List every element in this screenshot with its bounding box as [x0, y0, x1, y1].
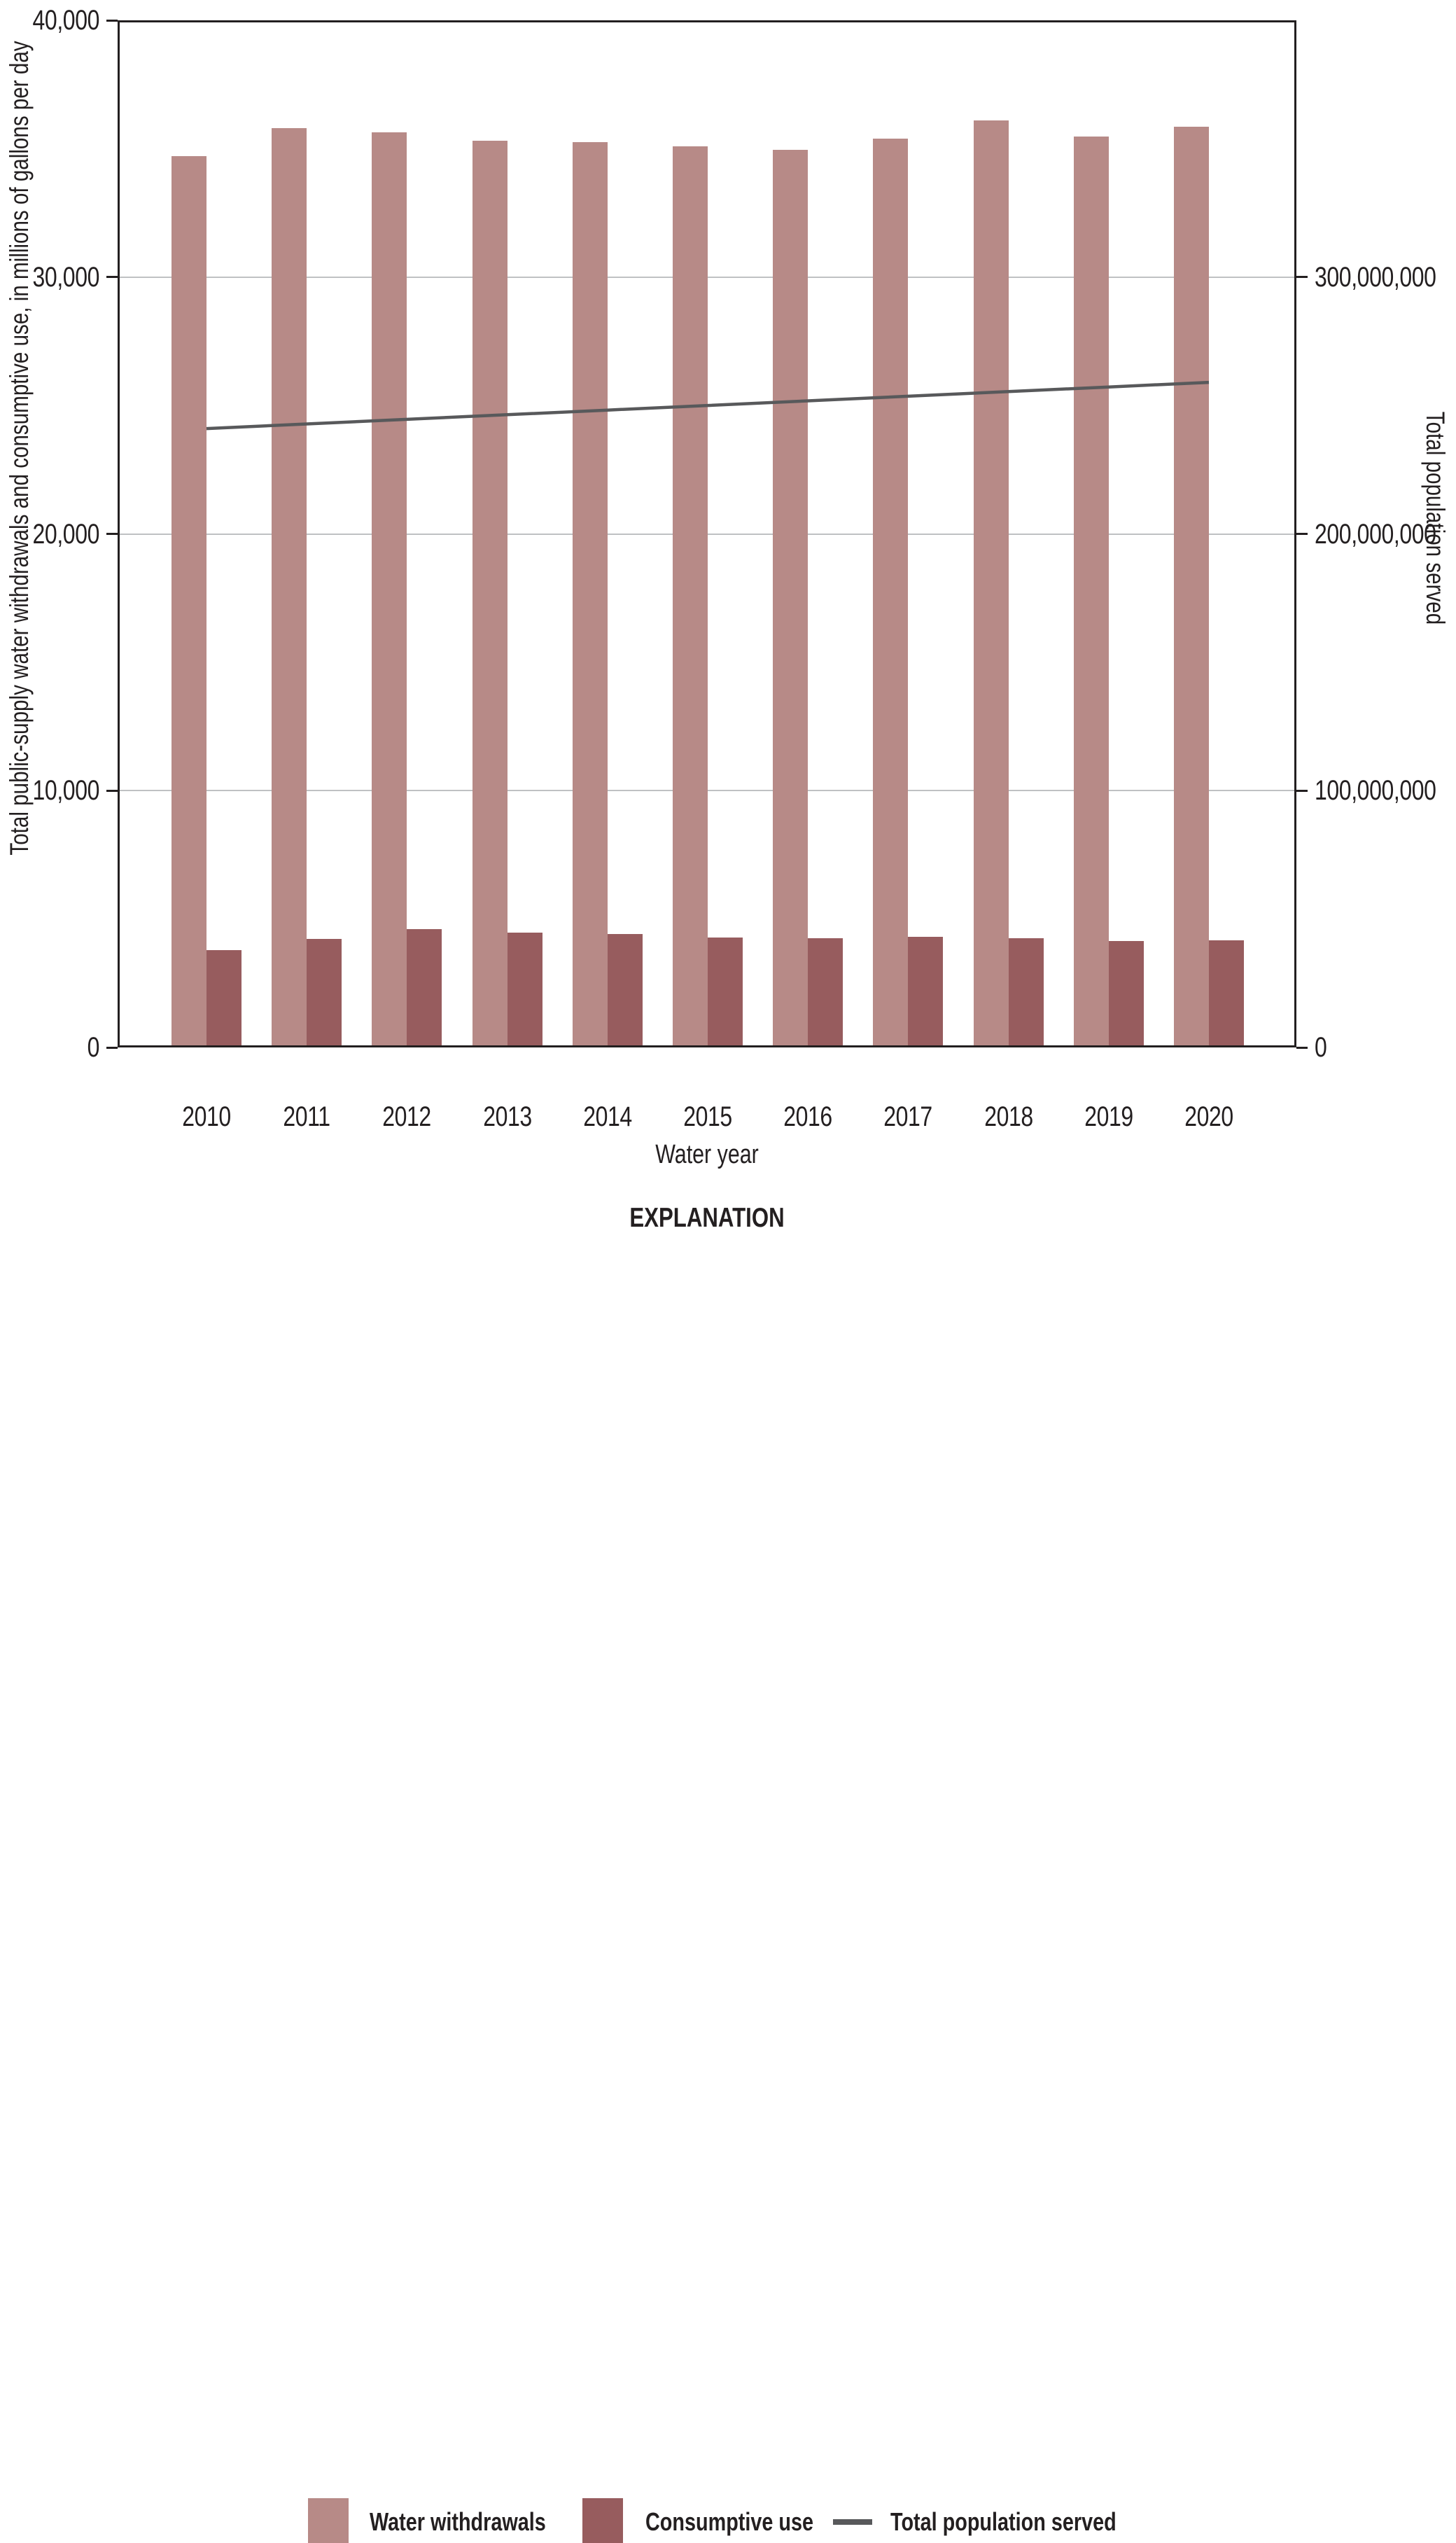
y-axis-tick-label-right: 200,000,000 — [1315, 518, 1436, 550]
bar-water-withdrawals-2011 — [272, 128, 307, 1047]
chart-root: 0 10,000 20,000 30,000 40,000 0 100,000,000 200… — [0, 5, 1456, 2543]
bar-water-withdrawals-2015 — [673, 146, 708, 1047]
population-served-line — [206, 380, 1210, 431]
y-axis-tick-right — [1296, 1046, 1308, 1049]
y-axis-tick-left — [106, 1046, 118, 1049]
bar-water-withdrawals-2016 — [773, 150, 808, 1047]
bar-water-withdrawals-2018 — [973, 120, 1009, 1047]
y-axis-tick-label-left: 0 — [87, 1032, 100, 1063]
x-axis-tick-label: 2016 — [783, 1101, 832, 1132]
x-axis-tick-label: 2013 — [482, 1101, 532, 1132]
legend-label-consumptive-use: Consumptive use — [645, 2507, 814, 2536]
y-axis-tick-label-left: 30,000 — [32, 261, 100, 293]
legend: Water withdrawals Consumptive use Total … — [0, 1246, 1456, 2543]
y-axis-tick-left — [106, 276, 118, 279]
bar-consumptive-use-2020 — [1209, 940, 1244, 1047]
bar-water-withdrawals-2020 — [1174, 127, 1209, 1047]
bar-water-withdrawals-2010 — [172, 156, 206, 1047]
y-axis-tick-right — [1296, 789, 1308, 792]
bar-water-withdrawals-2014 — [572, 142, 608, 1047]
bar-consumptive-use-2016 — [808, 938, 844, 1047]
x-axis-tick-label: 2017 — [883, 1101, 933, 1132]
right-axis-title: Total population served — [1421, 411, 1450, 625]
bar-water-withdrawals-2012 — [372, 132, 407, 1047]
x-axis-tick-label: 2010 — [182, 1101, 231, 1132]
y-axis-tick-left — [106, 19, 118, 22]
bar-consumptive-use-2013 — [507, 932, 542, 1047]
bar-consumptive-use-2012 — [407, 928, 442, 1047]
y-axis-tick-label-left: 10,000 — [32, 775, 100, 807]
explanation-title: EXPLANATION — [629, 1203, 785, 1233]
y-axis-tick-label-left: 20,000 — [32, 518, 100, 550]
x-axis-title: Water year — [655, 1140, 759, 1169]
bar-water-withdrawals-2017 — [873, 138, 909, 1047]
y-axis-tick-right — [1296, 276, 1308, 279]
bar-consumptive-use-2010 — [206, 950, 241, 1047]
chart-area: 0 10,000 20,000 30,000 40,000 0 100,000,000 200… — [32, 5, 1436, 1132]
legend-label-population-served: Total population served — [890, 2507, 1116, 2536]
left-axis-title: Total public-supply water withdrawals an… — [5, 41, 34, 856]
y-axis-tick-label-right: 100,000,000 — [1315, 775, 1436, 807]
x-axis-tick-label: 2011 — [283, 1101, 331, 1132]
y-axis-tick-left — [106, 789, 118, 792]
y-axis-tick-label-left: 40,000 — [32, 5, 100, 36]
bar-consumptive-use-2017 — [908, 936, 944, 1047]
x-axis-tick-label: 2014 — [582, 1101, 632, 1132]
bar-water-withdrawals-2013 — [472, 141, 507, 1047]
bar-water-withdrawals-2019 — [1073, 136, 1109, 1047]
bar-consumptive-use-2019 — [1108, 940, 1144, 1047]
y-axis-tick-right — [1296, 533, 1308, 535]
legend-label-water-withdrawals: Water withdrawals — [370, 2507, 546, 2536]
x-axis-tick-label: 2019 — [1084, 1101, 1133, 1132]
x-axis-tick-label: 2020 — [1184, 1101, 1233, 1132]
x-axis-tick-label: 2012 — [382, 1101, 432, 1132]
bar-consumptive-use-2018 — [1008, 938, 1044, 1047]
y-axis-tick-label-right: 300,000,000 — [1315, 261, 1436, 293]
legend-line-sample — [833, 2519, 872, 2525]
bar-consumptive-use-2011 — [307, 938, 342, 1047]
bar-consumptive-use-2014 — [607, 933, 643, 1047]
x-axis-tick-label: 2018 — [983, 1101, 1033, 1132]
legend-swatch-water-withdrawals — [308, 2498, 349, 2543]
legend-swatch-consumptive-use — [582, 2498, 623, 2543]
x-axis-tick-label: 2015 — [683, 1101, 732, 1132]
y-axis-tick-left — [106, 533, 118, 535]
bar-consumptive-use-2015 — [708, 938, 743, 1047]
y-axis-tick-label-right: 0 — [1315, 1032, 1327, 1063]
